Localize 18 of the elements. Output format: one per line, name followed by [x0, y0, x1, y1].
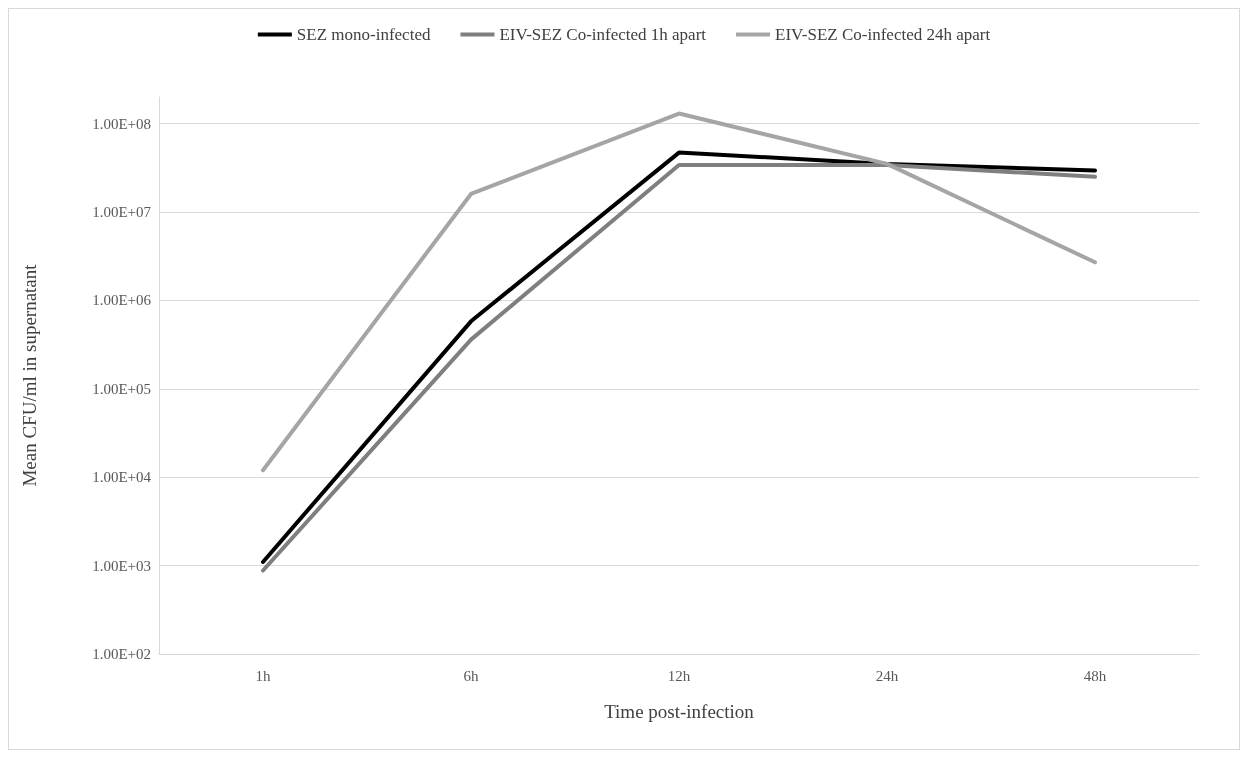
- legend-label: SEZ mono-infected: [296, 25, 431, 44]
- y-tick-label: 1.00E+08: [92, 115, 151, 132]
- y-tick-label: 1.00E+02: [92, 646, 151, 662]
- y-tick-label: 1.00E+05: [92, 380, 151, 397]
- y-tick-label: 1.00E+03: [92, 557, 151, 574]
- y-tick-label: 1.00E+06: [92, 292, 152, 309]
- x-tick-label: 6h: [463, 667, 479, 684]
- x-tick-label: 1h: [255, 667, 271, 684]
- line-series: [261, 111, 1097, 473]
- y-tick-label: 1.00E+04: [92, 469, 152, 486]
- x-tick-label: 48h: [1083, 667, 1107, 684]
- legend-label: EIV-SEZ Co-infected 24h apart: [775, 25, 991, 44]
- y-tick-label: 1.00E+07: [92, 204, 152, 221]
- legend-label: EIV-SEZ Co-infected 1h apart: [499, 25, 707, 44]
- y-axis-title: Mean CFU/ml in supernatant: [19, 263, 40, 487]
- x-tick-label: 24h: [875, 667, 899, 684]
- x-tick-label: 12h: [667, 667, 691, 684]
- x-axis-title: Time post-infection: [604, 701, 755, 722]
